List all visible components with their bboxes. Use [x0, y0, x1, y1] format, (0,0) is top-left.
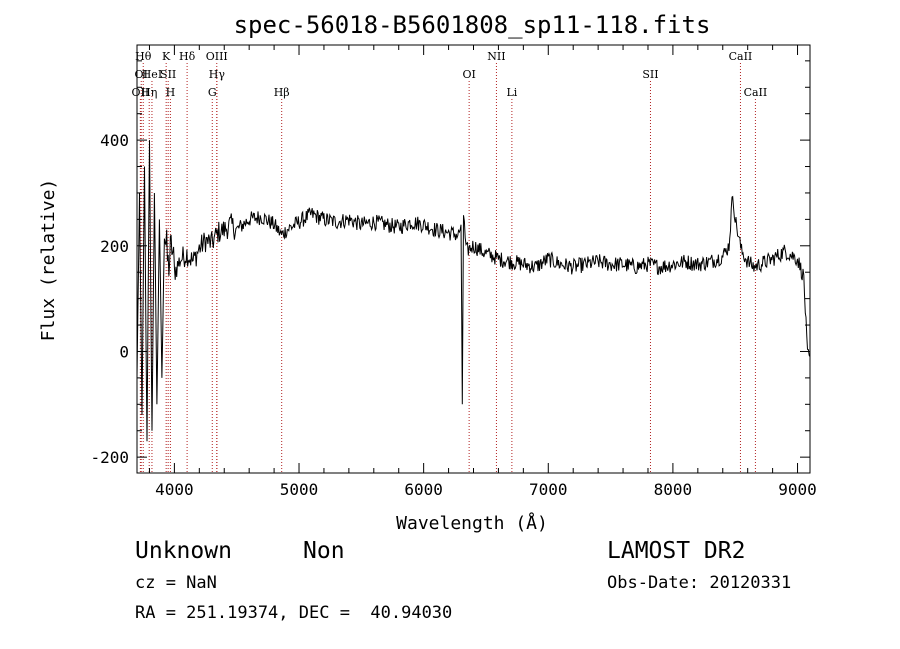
x-axis-label: Wavelength (Å) [396, 512, 548, 534]
line-label-11: Hγ [209, 68, 226, 81]
survey-name: LAMOST DR2 [607, 538, 746, 564]
line-label-18: CaII [744, 86, 768, 99]
line-label-13: OI [462, 68, 475, 81]
line-label-1: OI [135, 68, 148, 81]
x-tick-label-3: 7000 [529, 480, 568, 499]
line-label-14: NII [487, 50, 505, 63]
obs-date: Obs-Date: 20120331 [607, 573, 792, 593]
line-label-5: K [162, 50, 171, 63]
line-label-6: SII [160, 68, 176, 81]
line-label-3: Hη [141, 86, 157, 99]
x-axis: 4000 5000 6000 7000 8000 9000 [148, 45, 817, 499]
line-label-4: HeI [142, 68, 162, 81]
y-axis: -200 0 200 400 [90, 60, 810, 467]
y-tick-label-0: -200 [90, 448, 129, 467]
object-subclass: Non [303, 538, 345, 564]
line-label-0: OII [132, 86, 150, 99]
chart-title: spec-56018-B5601808_sp11-118.fits [234, 11, 711, 39]
line-label-9: G [208, 86, 217, 99]
object-class: Unknown [135, 538, 232, 564]
y-axis-label: Flux (relative) [38, 179, 59, 342]
redshift: cz = NaN [135, 573, 217, 593]
series-line-0 [136, 140, 811, 442]
line-label-2: Hθ [135, 50, 152, 63]
line-label-8: Hδ [179, 50, 196, 63]
line-label-12: Hβ [274, 86, 290, 99]
y-tick-label-3: 400 [100, 131, 129, 150]
x-tick-label-4: 8000 [654, 480, 693, 499]
x-tick-label-2: 6000 [404, 480, 443, 499]
line-label-17: CaII [729, 50, 753, 63]
line-label-15: Li [506, 86, 517, 99]
coordinates: RA = 251.19374, DEC = 40.94030 [135, 603, 453, 623]
x-tick-label-5: 9000 [778, 480, 817, 499]
line-label-7: H [166, 86, 176, 99]
y-tick-label-2: 200 [100, 237, 129, 256]
y-tick-label-1: 0 [119, 342, 129, 361]
x-tick-label-1: 5000 [280, 480, 319, 499]
flux-series [136, 140, 811, 442]
line-label-16: SII [642, 68, 658, 81]
x-tick-label-0: 4000 [155, 480, 194, 499]
line-label-10: OIII [206, 50, 228, 63]
